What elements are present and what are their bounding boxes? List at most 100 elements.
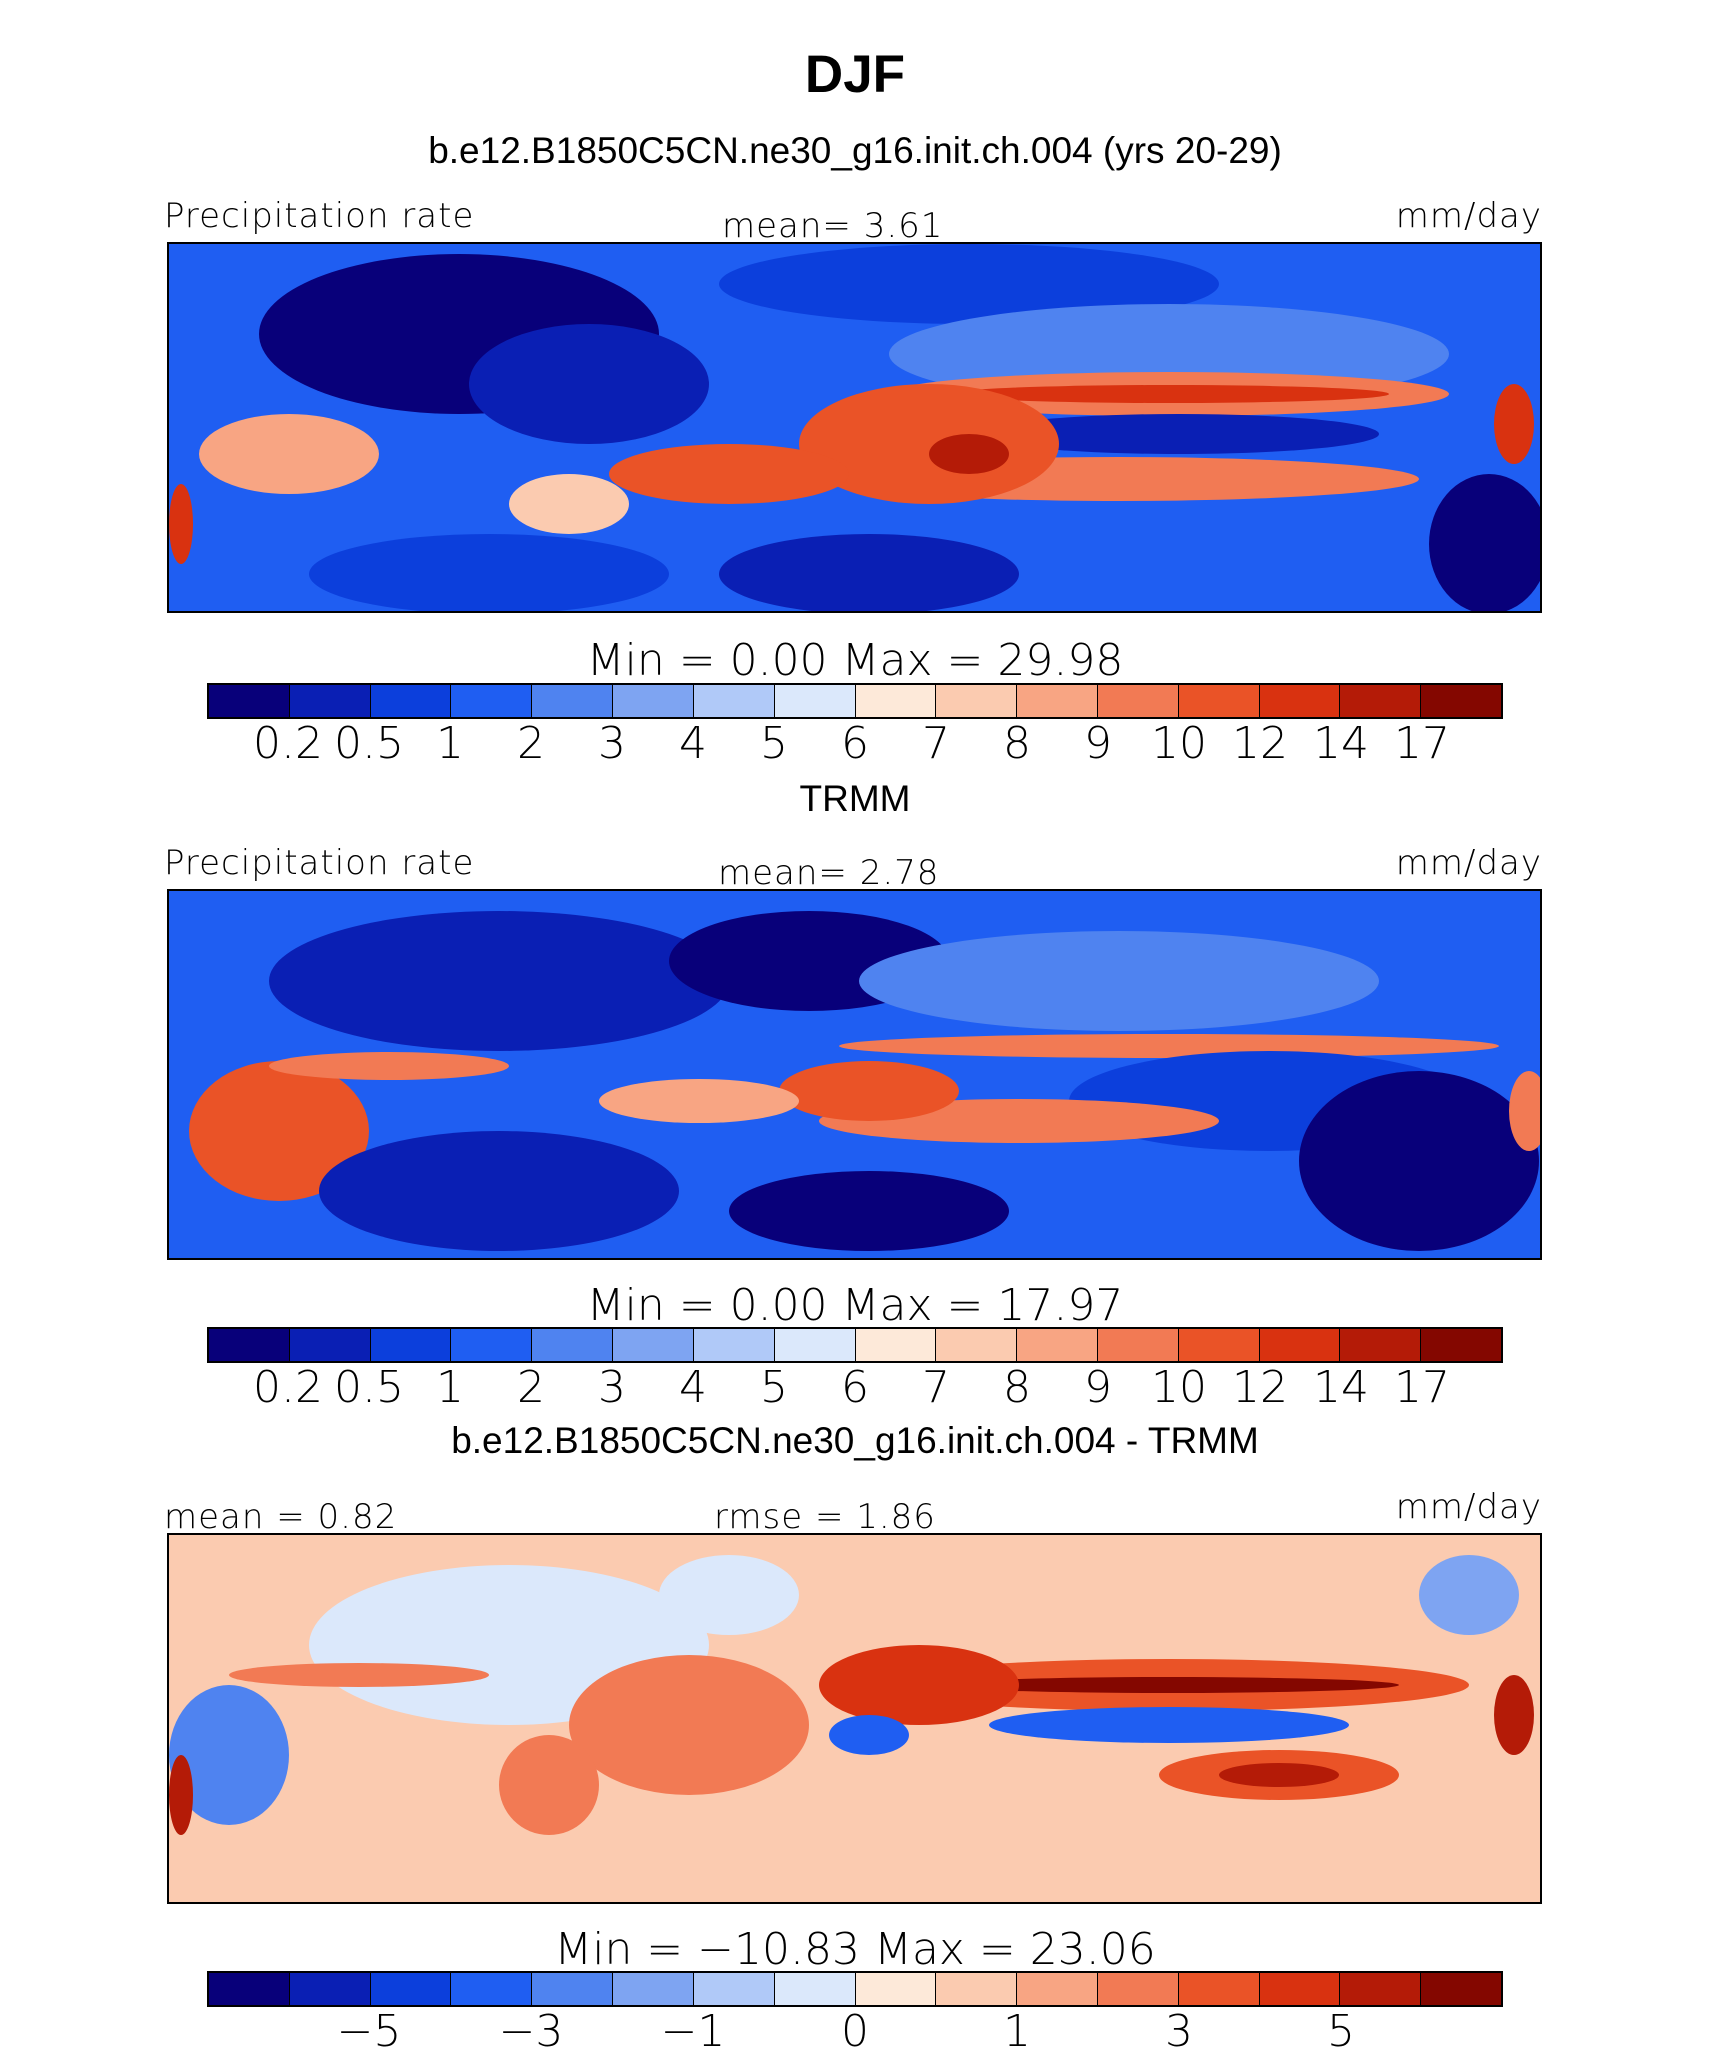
panel3-subtitle: b.e12.B1850C5CN.ne30_g16.init.ch.004 - T… bbox=[451, 1420, 1259, 1461]
panel3-map bbox=[167, 1533, 1542, 1904]
colorbar-swatch bbox=[209, 1973, 290, 2005]
colorbar-swatch bbox=[855, 685, 937, 717]
panel1-variable-label: Precipitation rate bbox=[164, 196, 475, 236]
colorbar-swatch bbox=[1097, 1329, 1179, 1361]
colorbar-swatch bbox=[370, 1329, 452, 1361]
colorbar-tick-label: 1 bbox=[1003, 2006, 1031, 2057]
colorbar-swatch bbox=[289, 1329, 371, 1361]
panel3-units-label: mm/day bbox=[1395, 1487, 1542, 1527]
colorbar-swatch bbox=[693, 1973, 775, 2005]
colorbar-tick-label: 2 bbox=[517, 718, 545, 769]
colorbar-tick-label: 4 bbox=[679, 1362, 707, 1413]
panel3-minmax: Min = −10.83 Max = 23.06 bbox=[554, 1924, 1156, 1975]
colorbar-tick-label: 14 bbox=[1313, 1362, 1369, 1413]
panel1-map bbox=[167, 242, 1542, 613]
panel1-colorbar-ticks: 0.2 0.5 1 2 3 4 5 6 7 8 9 10 12 14 17 bbox=[207, 718, 1503, 769]
colorbar-tick-label: 17 bbox=[1394, 718, 1450, 769]
colorbar-swatch bbox=[1340, 685, 1422, 717]
colorbar-swatch bbox=[613, 1329, 694, 1361]
colorbar-swatch bbox=[613, 1973, 694, 2005]
colorbar-swatch bbox=[209, 685, 290, 717]
colorbar-tick-label: 6 bbox=[841, 718, 869, 769]
panel1-units-label: mm/day bbox=[1395, 196, 1542, 236]
colorbar-swatch bbox=[1340, 1329, 1422, 1361]
colorbar-tick-label: 10 bbox=[1151, 1362, 1207, 1413]
colorbar-swatch bbox=[532, 1973, 614, 2005]
colorbar-swatch bbox=[532, 1329, 614, 1361]
colorbar-swatch bbox=[1421, 1329, 1501, 1361]
colorbar-swatch bbox=[936, 1329, 1018, 1361]
panel2-subtitle: TRMM bbox=[799, 778, 911, 819]
colorbar-swatch bbox=[774, 1329, 856, 1361]
colorbar-tick-label: 1 bbox=[436, 1362, 464, 1413]
panel2-colorbar-ticks: 0.2 0.5 1 2 3 4 5 6 7 8 9 10 12 14 17 bbox=[207, 1362, 1503, 1413]
colorbar-tick-label: −3 bbox=[498, 2006, 564, 2057]
colorbar-tick-label: 8 bbox=[1003, 1362, 1031, 1413]
colorbar-tick-label: 7 bbox=[922, 718, 950, 769]
colorbar-tick-label: 0.5 bbox=[334, 1362, 404, 1413]
colorbar-tick-label: 5 bbox=[1327, 2006, 1355, 2057]
colorbar-swatch bbox=[1259, 1973, 1341, 2005]
colorbar-swatch bbox=[370, 685, 452, 717]
colorbar-swatch bbox=[1178, 685, 1260, 717]
colorbar-swatch bbox=[1017, 1329, 1098, 1361]
colorbar-swatch bbox=[1178, 1973, 1260, 2005]
colorbar-swatch bbox=[289, 1973, 371, 2005]
colorbar-swatch bbox=[451, 685, 533, 717]
colorbar-tick-label: 3 bbox=[598, 718, 626, 769]
colorbar-tick-label: 0.2 bbox=[253, 1362, 323, 1413]
panel2-colorbar bbox=[207, 1327, 1503, 1363]
colorbar-tick-label: 10 bbox=[1151, 718, 1207, 769]
colorbar-swatch bbox=[1259, 1329, 1341, 1361]
colorbar-swatch bbox=[532, 685, 614, 717]
panel1-subtitle: b.e12.B1850C5CN.ne30_g16.init.ch.004 (yr… bbox=[428, 130, 1282, 171]
colorbar-swatch bbox=[1097, 685, 1179, 717]
colorbar-swatch bbox=[855, 1329, 937, 1361]
colorbar-swatch bbox=[289, 685, 371, 717]
colorbar-tick-label: 9 bbox=[1084, 1362, 1112, 1413]
colorbar-swatch bbox=[451, 1329, 533, 1361]
colorbar-tick-label: 8 bbox=[1003, 718, 1031, 769]
panel2-map bbox=[167, 889, 1542, 1260]
colorbar-tick-label: 0.5 bbox=[334, 718, 404, 769]
colorbar-tick-label: 3 bbox=[598, 1362, 626, 1413]
colorbar-swatch bbox=[1259, 685, 1341, 717]
panel2-units-label: mm/day bbox=[1395, 843, 1542, 883]
colorbar-swatch bbox=[693, 685, 775, 717]
colorbar-swatch bbox=[451, 1973, 533, 2005]
colorbar-swatch bbox=[936, 1973, 1018, 2005]
colorbar-swatch bbox=[693, 1329, 775, 1361]
colorbar-swatch bbox=[774, 1973, 856, 2005]
panel1-minmax: Min = 0.00 Max = 29.98 bbox=[586, 635, 1124, 686]
colorbar-tick-label: −5 bbox=[336, 2006, 402, 2057]
panel2-minmax: Min = 0.00 Max = 17.97 bbox=[586, 1280, 1124, 1331]
panel2-mean-label: mean= 2.78 bbox=[718, 853, 940, 893]
colorbar-tick-label: 9 bbox=[1084, 718, 1112, 769]
colorbar-swatch bbox=[209, 1329, 290, 1361]
colorbar-tick-label: 5 bbox=[760, 718, 788, 769]
panel1-colorbar bbox=[207, 683, 1503, 719]
panel3-colorbar-ticks: −5 −3 −1 0 1 3 5 bbox=[207, 2006, 1503, 2057]
colorbar-swatch bbox=[1421, 685, 1501, 717]
colorbar-swatch bbox=[1017, 1973, 1098, 2005]
colorbar-swatch bbox=[1340, 1973, 1422, 2005]
colorbar-swatch bbox=[1421, 1973, 1501, 2005]
colorbar-tick-label: 6 bbox=[841, 1362, 869, 1413]
colorbar-swatch bbox=[936, 685, 1018, 717]
colorbar-tick-label: 7 bbox=[922, 1362, 950, 1413]
colorbar-swatch bbox=[1017, 685, 1098, 717]
panel3-rmse-label: rmse = 1.86 bbox=[714, 1497, 936, 1537]
colorbar-tick-label: 2 bbox=[517, 1362, 545, 1413]
panel3-colorbar bbox=[207, 1971, 1503, 2007]
colorbar-tick-label: 3 bbox=[1165, 2006, 1193, 2057]
colorbar-swatch bbox=[1097, 1973, 1179, 2005]
colorbar-swatch bbox=[370, 1973, 452, 2005]
colorbar-swatch bbox=[613, 685, 694, 717]
colorbar-tick-label: 12 bbox=[1232, 1362, 1288, 1413]
colorbar-tick-label: 5 bbox=[760, 1362, 788, 1413]
colorbar-swatch bbox=[774, 685, 856, 717]
colorbar-tick-label: 1 bbox=[436, 718, 464, 769]
colorbar-tick-label: −1 bbox=[660, 2006, 726, 2057]
panel1-mean-label: mean= 3.61 bbox=[722, 206, 944, 246]
colorbar-tick-label: 14 bbox=[1313, 718, 1369, 769]
